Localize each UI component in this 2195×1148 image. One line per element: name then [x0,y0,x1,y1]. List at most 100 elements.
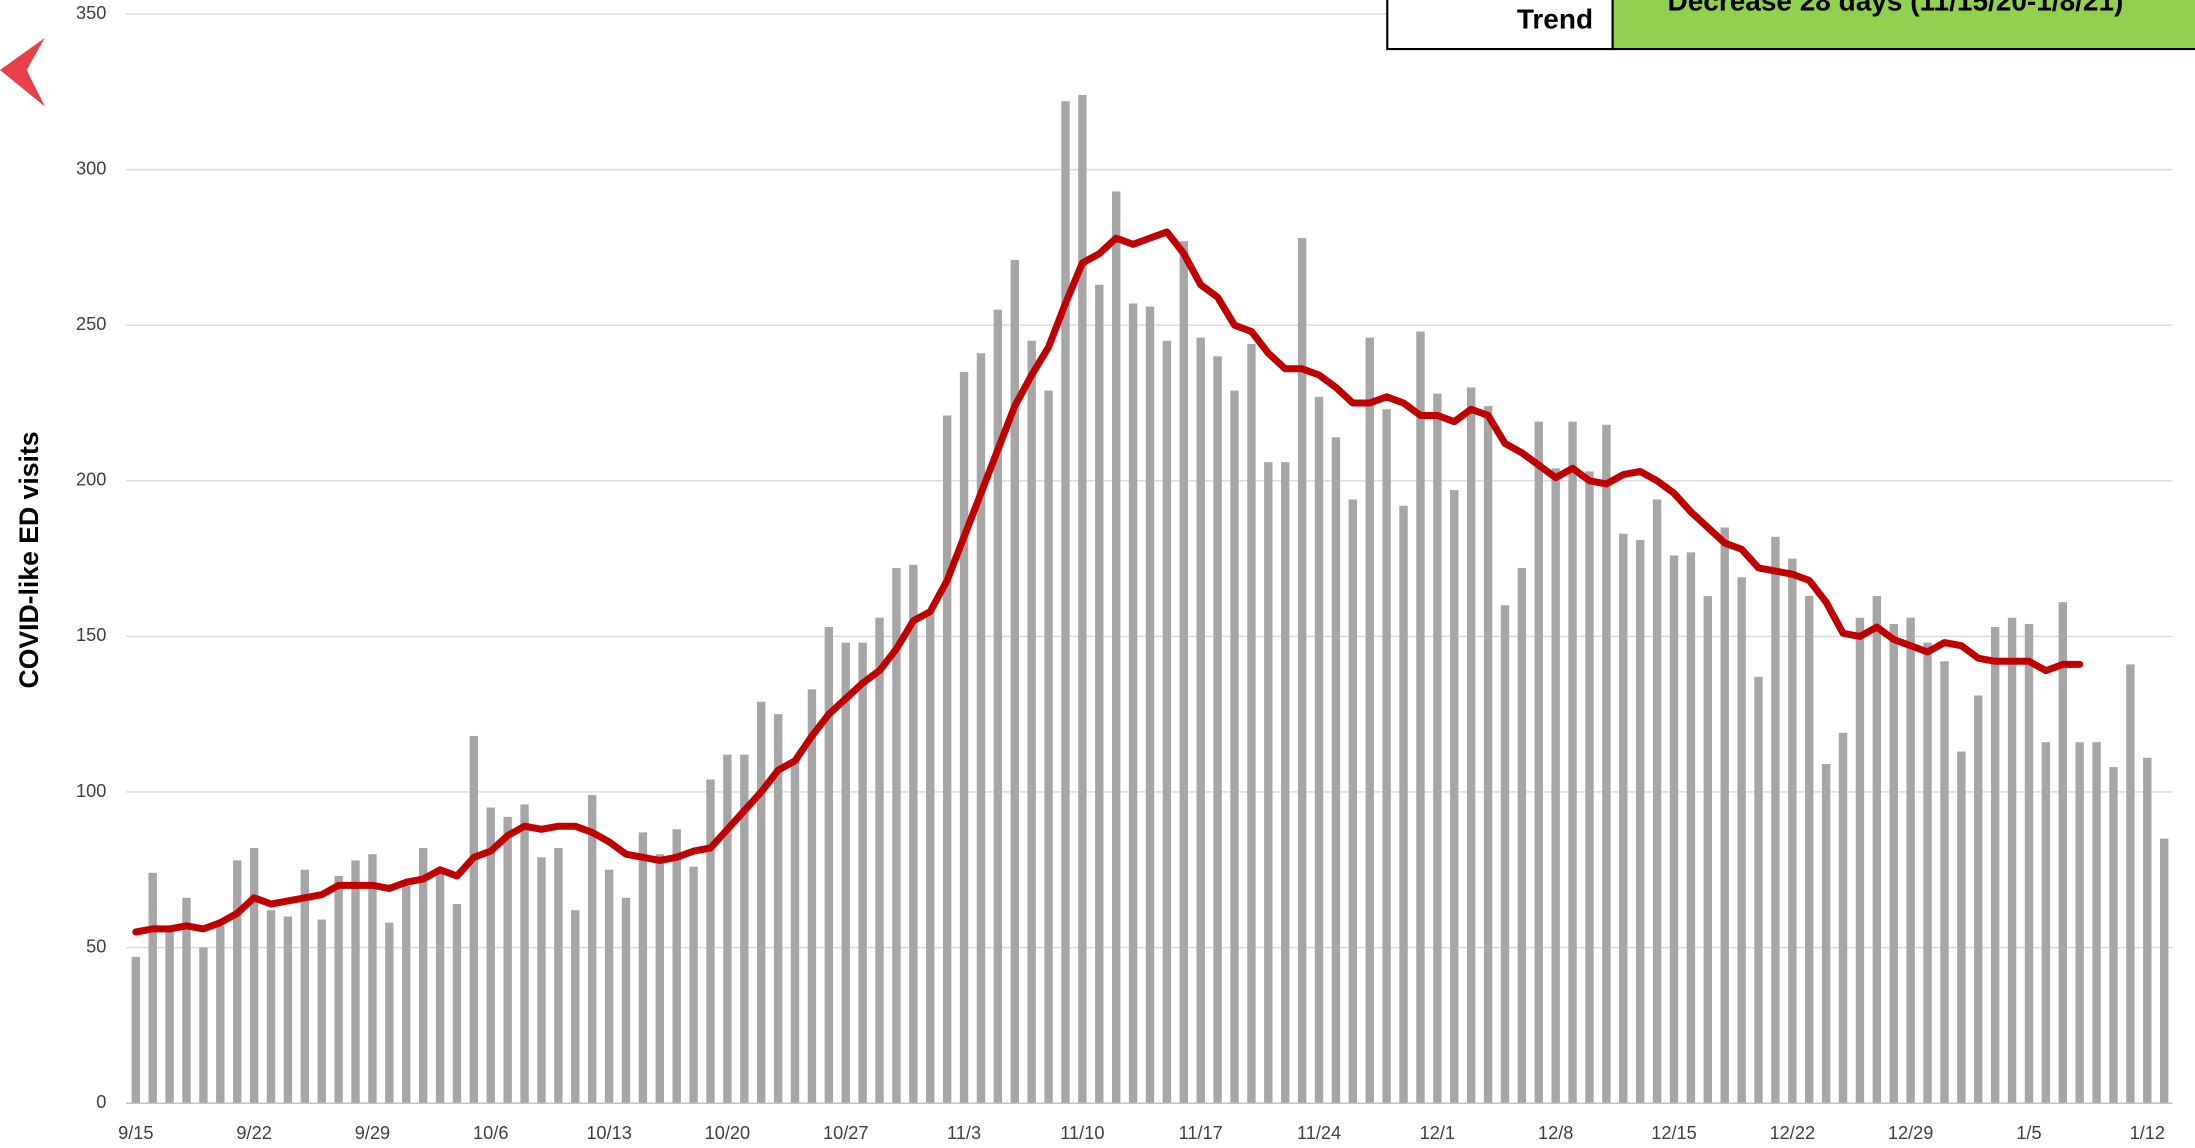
plot-area: 0 50 100 150 200 250 300 350 9/15 9/22 9/29 10/6 10/… [76,3,2173,1143]
bar [1957,751,1966,1104]
bar [537,857,546,1104]
bar [1483,406,1493,1104]
bar [2024,623,2034,1104]
bar [976,353,986,1104]
bar [858,642,867,1104]
bar [435,869,445,1104]
bar [1821,763,1831,1104]
bar [1297,238,1307,1104]
bar [1010,259,1019,1104]
x-tick-label: 10/27 [823,1123,869,1143]
bar [2058,602,2067,1104]
bar [402,885,411,1104]
y-tick-label: 0 [96,1092,106,1112]
bar [824,627,834,1104]
bar [892,567,901,1104]
bar [1635,539,1645,1104]
bar [909,564,918,1104]
bar [131,956,140,1104]
bar [1416,331,1425,1104]
y-tick-label: 350 [76,3,106,23]
x-tick-label: 11/17 [1179,1123,1223,1143]
bar [469,735,479,1104]
bar [503,816,512,1104]
bar [1872,595,1882,1104]
y-tick-label: 50 [86,936,106,956]
bar [1805,595,1814,1104]
bar [1551,468,1560,1104]
bar [1348,499,1358,1104]
bar [672,829,681,1104]
bar [1247,343,1256,1104]
bar [216,925,225,1104]
x-tick-label: 12/1 [1420,1123,1455,1143]
bar [993,309,1003,1104]
bar [942,415,952,1104]
bar [1314,396,1324,1104]
table-cell [1611,0,2195,51]
bar [1906,617,1915,1104]
bar [1974,695,1983,1104]
bar [740,754,749,1104]
bar [1889,623,1898,1104]
bar [2126,664,2135,1104]
x-tick-label: 1/5 [2016,1123,2041,1143]
bar [486,807,495,1104]
bar [1196,337,1205,1104]
bar [418,847,428,1104]
x-tick-label: 10/20 [705,1123,751,1143]
bar [1466,387,1476,1104]
bar [1669,555,1679,1104]
bar [182,897,191,1104]
bar [1923,642,1932,1104]
bar [1061,101,1070,1104]
bar [1044,390,1053,1104]
bar [165,928,174,1104]
table-value: Decrease 28 days (11/15/20-1/8/21) [1667,0,2123,16]
bar [841,642,850,1104]
bar [233,860,242,1104]
x-tick-label: 12/15 [1651,1123,1697,1143]
bar [199,947,208,1104]
bar [790,760,800,1104]
bar [1517,567,1527,1104]
table-label: Trend [1517,3,1593,34]
bar [706,779,715,1104]
bar [452,904,462,1104]
bar [2007,617,2017,1104]
bar [1399,505,1408,1104]
bar [1703,595,1713,1104]
bar [1686,552,1696,1104]
bar [2143,757,2152,1104]
bar [1720,527,1729,1104]
bar [757,701,766,1104]
bar [1602,424,1611,1104]
x-tick-label: 9/29 [355,1123,390,1143]
bar [875,617,884,1104]
bar [1568,421,1577,1104]
bar [2109,767,2118,1104]
logo-arrow [0,37,45,107]
bar [1788,558,1797,1104]
bar [334,875,343,1104]
bar [1264,462,1273,1104]
bar [1145,306,1155,1104]
bar [266,910,276,1104]
bar [148,872,157,1104]
bar [1990,627,2000,1104]
x-tick-label: 10/6 [473,1123,508,1143]
bar [1111,191,1121,1104]
bar [655,854,664,1104]
y-tick-label: 200 [76,470,106,490]
bar [1213,356,1222,1104]
table-cell [1386,0,1614,51]
bar [604,869,614,1104]
bar [1940,661,1949,1104]
bar [1855,617,1865,1104]
bar [1433,393,1442,1104]
bar [1230,390,1239,1104]
bar [351,860,360,1104]
bar [926,611,935,1104]
bar [621,897,631,1104]
